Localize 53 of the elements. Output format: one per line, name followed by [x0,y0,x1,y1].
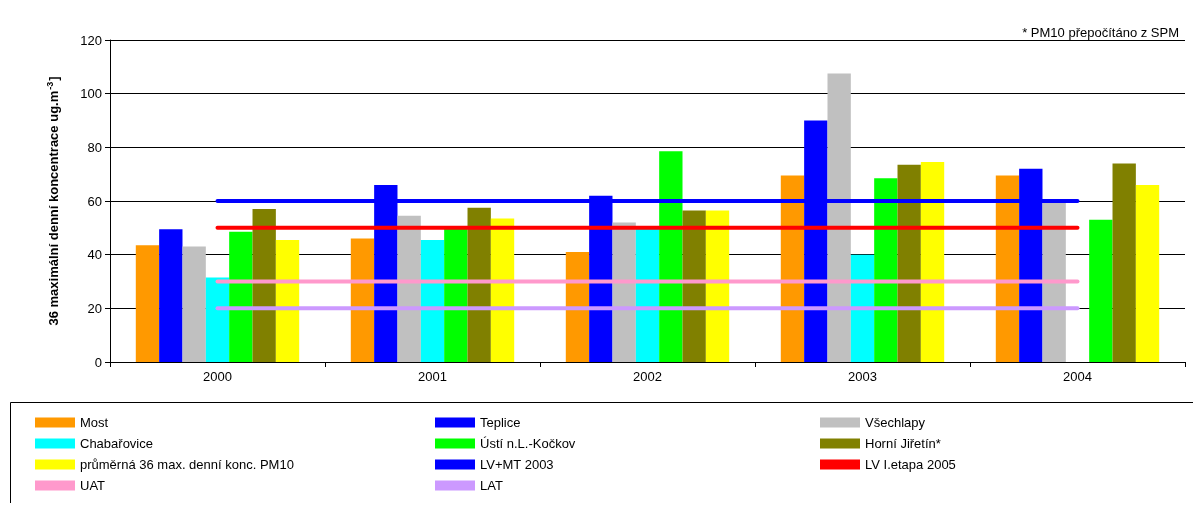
bar [565,251,590,362]
legend-label: UAT [80,478,106,493]
bar [444,227,468,362]
legend-label: Všechlapy [865,415,926,430]
y-tick-label: 20 [87,300,102,316]
legend-label: LV I.etapa 2005 [865,457,956,472]
y-tick-label: 0 [94,354,102,370]
x-tick-label: 2001 [418,369,447,384]
bar [490,218,515,362]
bar [420,239,445,362]
x-tick-label: 2000 [203,369,232,384]
bar [635,227,660,362]
bar [275,239,300,362]
x-tick-label: 2004 [1063,369,1092,384]
bar [229,231,253,362]
x-tick-label: 2002 [633,369,662,384]
bar [397,215,421,362]
text: * PM10 přepočítáno z SPM [1022,25,1180,40]
legend-label: Ústí n.L.-Kočkov [480,436,576,451]
legend-label: LV+MT 2003 [480,457,554,472]
y-tick-label: 100 [80,86,102,102]
legend-label: Chabařovice [80,436,153,451]
legend-label: Teplice [480,415,521,430]
y-tick-label: 80 [87,139,102,155]
bar [1112,163,1136,362]
bar [874,178,898,362]
bar [1089,219,1113,362]
bar [135,245,160,362]
bar [612,222,636,362]
bar [995,175,1020,362]
legend-label: Horní Jiřetín* [865,436,941,451]
y-tick-label: 120 [80,32,102,48]
bar [252,209,276,362]
legend-label: Most [80,415,109,430]
bar [182,246,206,362]
bar [682,210,706,362]
legend-label: LAT [480,478,503,493]
y-tick-label: 40 [87,247,102,263]
bar [897,164,921,362]
bar [205,277,230,362]
x-tick-label: 2003 [848,369,877,384]
bar [659,151,683,362]
bar [920,162,945,362]
bar [1042,202,1066,362]
legend-label: průměrná 36 max. denní konc. PM10 [80,457,294,472]
bar [827,73,851,362]
bar [350,238,375,362]
bar [705,210,730,362]
y-tick-label: 60 [87,193,102,209]
y-axis-title: 36 maximální denní koncentrace ug.m-3] [44,76,61,326]
bar [1135,184,1160,362]
bar [780,175,805,362]
bar [159,229,183,362]
